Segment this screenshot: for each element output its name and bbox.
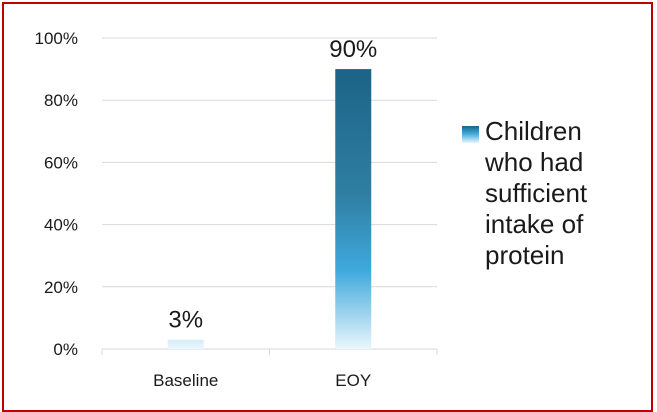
chart-plot: 0% 20% 40% 60% 80% 100% 3% Baseline 90% EOY — [35, 29, 438, 390]
data-label: 3% — [168, 307, 203, 334]
data-label: 90% — [329, 36, 377, 63]
legend-label: Children who had sufficient intake of pr… — [485, 116, 588, 270]
y-tick-label: 0% — [53, 340, 78, 359]
x-tick-label: EOY — [335, 371, 371, 390]
bar-eoy — [335, 69, 372, 349]
y-tick-label: 80% — [44, 91, 78, 110]
y-tick-label: 60% — [44, 153, 78, 172]
legend-swatch — [462, 126, 479, 143]
x-tick-label: Baseline — [153, 371, 218, 390]
y-tick-label: 100% — [35, 29, 78, 48]
y-tick-label: 40% — [44, 216, 78, 235]
bar-baseline — [167, 339, 204, 349]
y-tick-label: 20% — [44, 278, 78, 297]
legend: Children who had sufficient intake of pr… — [462, 116, 632, 271]
